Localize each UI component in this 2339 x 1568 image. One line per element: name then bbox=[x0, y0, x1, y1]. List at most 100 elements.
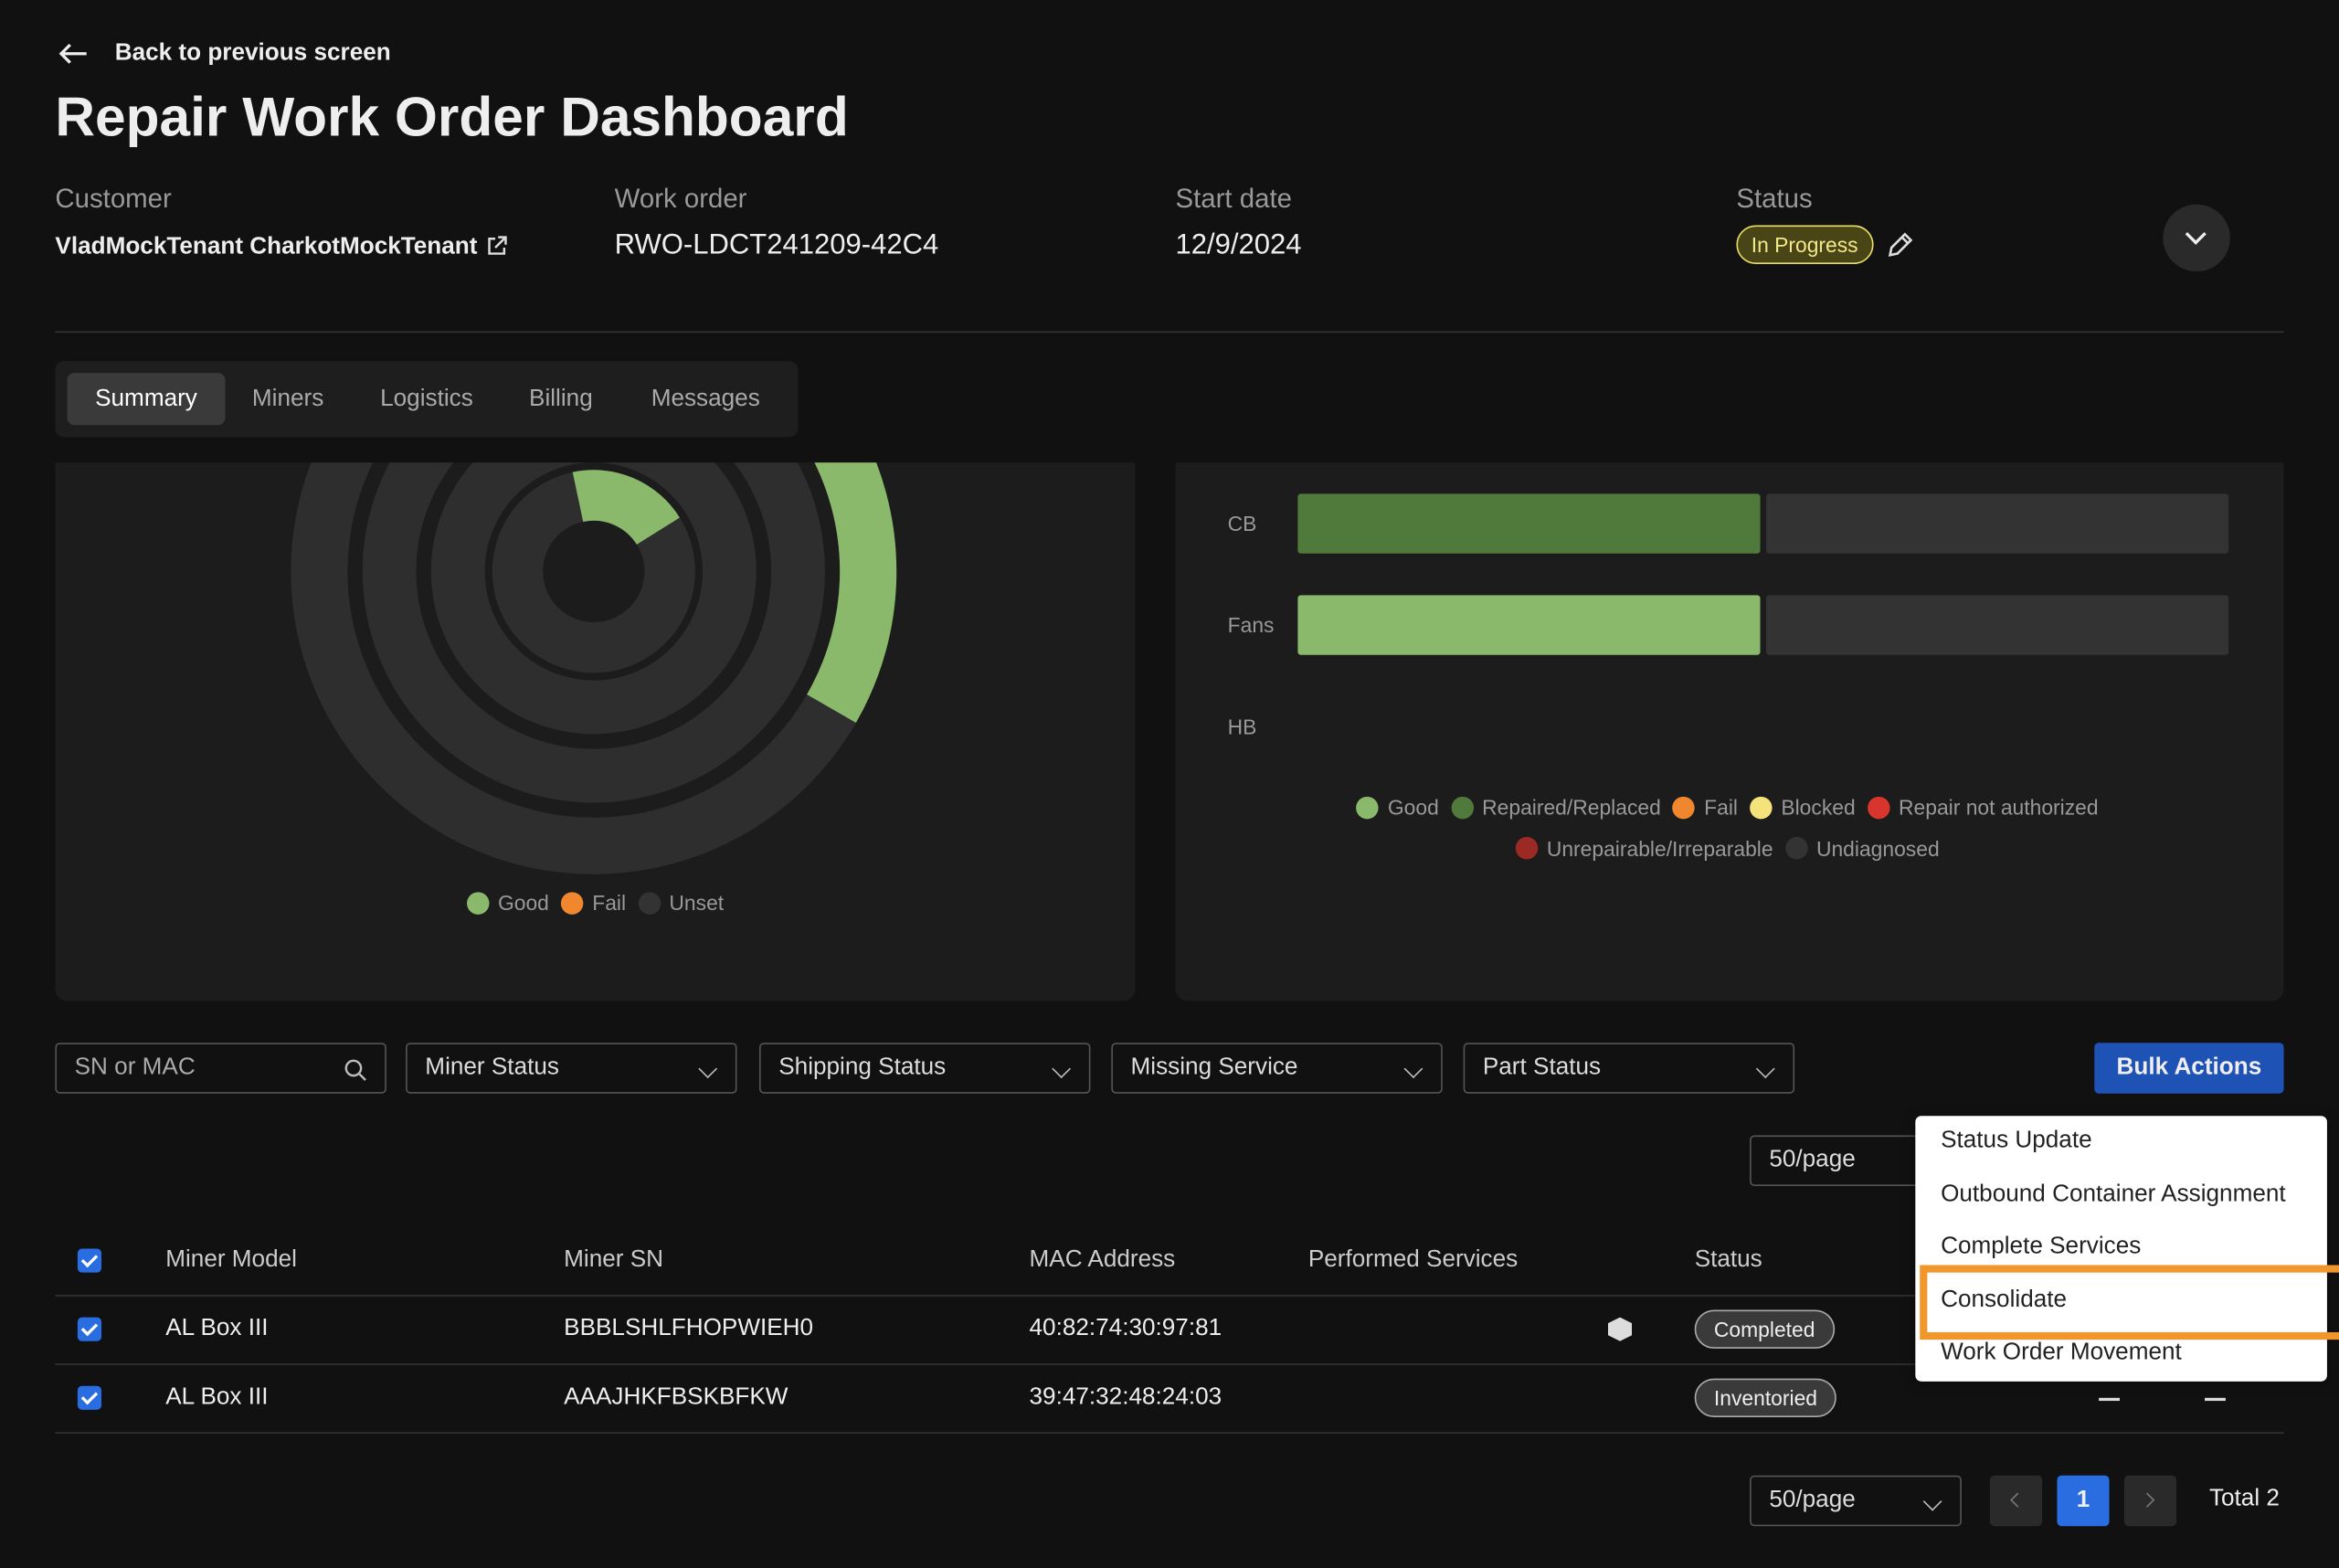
edit-icon[interactable] bbox=[1886, 229, 1916, 260]
menu-item[interactable]: Outbound Container Assignment bbox=[1941, 1181, 2286, 1207]
next-page[interactable] bbox=[2124, 1476, 2176, 1527]
search-placeholder: SN or MAC bbox=[75, 1054, 196, 1080]
row-divider bbox=[55, 1432, 2283, 1434]
legend-swatch bbox=[467, 892, 489, 914]
status-pill: Inventoried bbox=[1695, 1379, 1837, 1417]
back-link[interactable]: Back to previous screen bbox=[115, 40, 391, 67]
tab[interactable]: Miners bbox=[228, 373, 348, 425]
field-label: Customer bbox=[55, 184, 171, 215]
page-title: Repair Work Order Dashboard bbox=[55, 87, 848, 150]
bar-segment bbox=[1297, 493, 1760, 553]
column-header: Status bbox=[1695, 1247, 1762, 1274]
row-checkbox[interactable] bbox=[78, 1386, 101, 1410]
legend-item: Unset bbox=[638, 891, 724, 915]
tab[interactable]: Summary bbox=[67, 373, 225, 425]
menu-item[interactable]: Complete Services bbox=[1941, 1234, 2141, 1261]
legend-item: Undiagnosed bbox=[1785, 831, 1940, 866]
legend-item: Blocked bbox=[1750, 789, 1856, 825]
expand-button[interactable] bbox=[2163, 205, 2229, 271]
legend-item: Good bbox=[1357, 789, 1439, 825]
legend-item: Good bbox=[467, 891, 549, 915]
filter-select[interactable]: Shipping Status bbox=[759, 1043, 1090, 1094]
bar-segment bbox=[1297, 595, 1760, 654]
bar-card: CB Fans HB Good Repaired/Replaced Fail Blocke… bbox=[1176, 462, 2284, 1001]
chevron bbox=[698, 1059, 717, 1078]
legend-label: Unrepairable/Irreparable bbox=[1547, 831, 1773, 866]
highlight-box bbox=[1920, 1265, 2339, 1340]
filter-select[interactable]: Part Status bbox=[1464, 1043, 1794, 1094]
filter-label: Part Status bbox=[1483, 1054, 1601, 1080]
legend-swatch bbox=[1750, 796, 1772, 818]
menu-item[interactable]: Work Order Movement bbox=[1941, 1340, 2182, 1367]
chevron bbox=[1052, 1059, 1071, 1078]
filter-select[interactable]: Miner Status bbox=[406, 1043, 736, 1094]
divider bbox=[55, 331, 2283, 333]
legend-label: Good bbox=[498, 891, 549, 915]
legend-label: Blocked bbox=[1781, 789, 1855, 825]
legend-label: Fail bbox=[1704, 789, 1738, 825]
category-label: Fans bbox=[1228, 613, 1275, 637]
filter-label: Shipping Status bbox=[778, 1054, 946, 1080]
chevron bbox=[1404, 1059, 1424, 1078]
field-label: Work order bbox=[615, 184, 747, 215]
tab-bar: SummaryMinersLogisticsBillingMessages bbox=[55, 361, 798, 437]
cell: 40:82:74:30:97:81 bbox=[1030, 1316, 1222, 1342]
cell: AAAJHKFBSKBFKW bbox=[564, 1384, 788, 1411]
bulk-actions-button[interactable]: Bulk Actions bbox=[2094, 1043, 2283, 1094]
empty-dash bbox=[2099, 1398, 2120, 1401]
legend-label: Repaired/Replaced bbox=[1482, 789, 1661, 825]
page-button[interactable]: 1 bbox=[2057, 1476, 2109, 1527]
legend-label: Good bbox=[1388, 789, 1439, 825]
field-label: Status bbox=[1736, 184, 1812, 215]
back-arrow[interactable] bbox=[57, 42, 90, 66]
menu-item[interactable]: Status Update bbox=[1941, 1128, 2092, 1154]
column-header: MAC Address bbox=[1030, 1247, 1176, 1274]
legend-swatch bbox=[1673, 796, 1695, 818]
page-size: 50/page bbox=[1769, 1148, 1855, 1173]
prev-page[interactable] bbox=[1990, 1476, 2042, 1527]
status-badge: In Progress bbox=[1736, 226, 1873, 264]
legend-item: Repaired/Replaced bbox=[1451, 789, 1661, 825]
column-header: Miner SN bbox=[564, 1247, 663, 1274]
tab[interactable]: Messages bbox=[623, 373, 788, 425]
legend-swatch bbox=[1785, 837, 1807, 859]
bulk-actions-menu: Status Update Outbound Container Assignme… bbox=[1915, 1116, 2327, 1382]
legend-item: Unrepairable/Irreparable bbox=[1516, 831, 1773, 866]
filter-select[interactable]: Missing Service bbox=[1111, 1043, 1442, 1094]
legend-item: Fail bbox=[561, 891, 626, 915]
legend-item: Fail bbox=[1673, 789, 1738, 825]
legend-label: Fail bbox=[592, 891, 626, 915]
legend-swatch bbox=[1516, 837, 1538, 859]
legend-swatch bbox=[1357, 796, 1379, 818]
legend-swatch bbox=[1868, 796, 1889, 818]
package-icon bbox=[1608, 1318, 1632, 1341]
column-header: Performed Services bbox=[1308, 1247, 1518, 1274]
legend-swatch bbox=[1451, 796, 1473, 818]
external-link-icon[interactable] bbox=[486, 236, 507, 257]
page-size: 50/page bbox=[1769, 1488, 1855, 1513]
search-input[interactable]: SN or MAC bbox=[55, 1043, 386, 1094]
tab[interactable]: Billing bbox=[505, 373, 616, 425]
field-label: Start date bbox=[1176, 184, 1292, 215]
legend-label: Unset bbox=[669, 891, 724, 915]
row-checkbox[interactable] bbox=[78, 1318, 101, 1341]
chevron bbox=[1756, 1059, 1775, 1078]
empty-dash bbox=[2205, 1398, 2226, 1401]
category-label: CB bbox=[1228, 512, 1257, 535]
donut-card: Good Fail Unset bbox=[55, 462, 1135, 1001]
legend-item: Repair not authorized bbox=[1868, 789, 2099, 825]
tab[interactable]: Logistics bbox=[355, 373, 499, 425]
legend-label: Undiagnosed bbox=[1816, 831, 1940, 866]
field-value: RWO-LDCT241209-42C4 bbox=[615, 229, 939, 262]
bar-chart: CB Fans HB bbox=[1176, 462, 2284, 790]
filter-label: Miner Status bbox=[425, 1054, 559, 1080]
cell: BBBLSHLFHOPWIEH0 bbox=[564, 1316, 813, 1342]
column-header: Miner Model bbox=[165, 1247, 297, 1274]
cell: AL Box III bbox=[165, 1384, 268, 1411]
field-value: 12/9/2024 bbox=[1176, 229, 1302, 262]
category-label: HB bbox=[1228, 715, 1257, 738]
select-all-checkbox[interactable] bbox=[78, 1249, 101, 1273]
page-size-select[interactable]: 50/page bbox=[1750, 1476, 1962, 1527]
